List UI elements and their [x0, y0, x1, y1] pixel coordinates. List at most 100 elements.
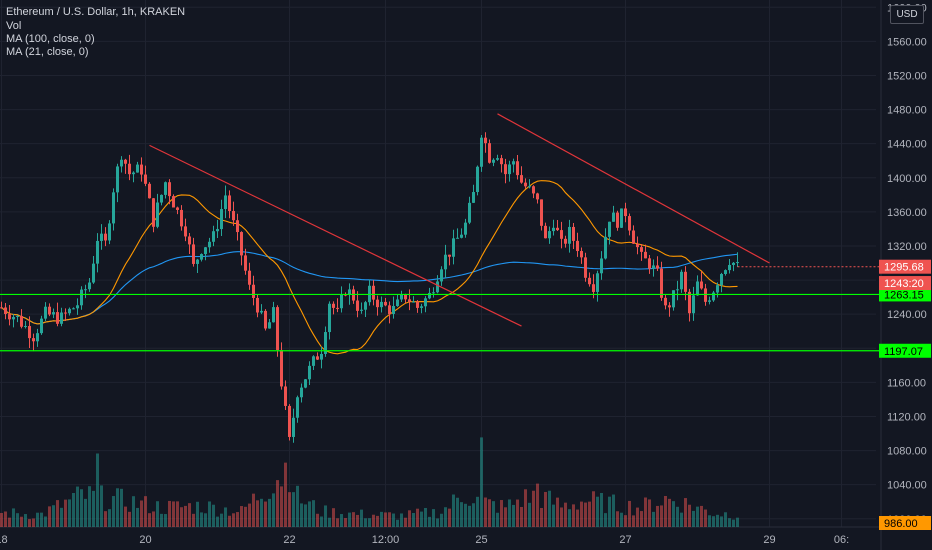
candle-body: [460, 234, 463, 238]
volume-bar: [52, 505, 55, 527]
y-tick-label: 1120.00: [887, 411, 926, 423]
volume-bar: [344, 518, 347, 527]
candle-body: [496, 158, 499, 160]
volume-bar: [156, 501, 159, 527]
candle-body: [500, 158, 503, 165]
candle-body: [408, 299, 411, 302]
volume-bar: [532, 490, 535, 527]
volume-bar: [28, 519, 31, 527]
candle-body: [468, 202, 471, 223]
candle-body: [636, 243, 639, 248]
volume-bar: [380, 511, 383, 527]
candle-body: [116, 166, 119, 193]
candle-body: [64, 312, 67, 314]
candle-body: [168, 182, 171, 197]
candle-body: [372, 285, 375, 300]
candle-body: [288, 405, 291, 437]
x-tick-label: 18: [0, 534, 8, 546]
volume-bar: [92, 490, 95, 527]
volume-bar: [280, 486, 283, 527]
indicator-ma100[interactable]: MA (100, close, 0): [6, 33, 95, 45]
candle-body: [700, 281, 703, 289]
candle-body: [0, 307, 3, 309]
x-tick-label: 29: [763, 534, 775, 546]
volume-bar: [184, 505, 187, 527]
volume-bar: [340, 514, 343, 527]
candle-body: [400, 294, 403, 300]
volume-bar: [144, 496, 147, 527]
candle-body: [600, 258, 603, 274]
volume-bar: [504, 507, 507, 527]
volume-bar: [692, 510, 695, 527]
volume-bar: [704, 509, 707, 527]
candle-body: [668, 305, 671, 308]
indicator-volume[interactable]: Vol: [6, 20, 22, 32]
volume-bar: [456, 497, 459, 527]
candle-body: [540, 199, 543, 226]
volume-bar: [528, 502, 531, 527]
volume-bar: [444, 507, 447, 527]
candle-body: [200, 254, 203, 260]
candle-body: [532, 186, 535, 194]
candle-body: [136, 164, 139, 173]
volume-bar: [208, 501, 211, 527]
volume-bar: [220, 513, 223, 527]
price-tag: [879, 516, 931, 530]
candle-body: [704, 288, 707, 302]
volume-bar: [476, 496, 479, 527]
candle-body: [312, 356, 315, 366]
candle-body: [212, 231, 215, 242]
candle-body: [40, 318, 43, 334]
volume-bar: [600, 492, 603, 527]
volume-bar: [16, 513, 19, 527]
candle-body: [720, 273, 723, 286]
volume-bar: [136, 507, 139, 527]
candle-body: [412, 301, 415, 303]
candle-body: [92, 263, 95, 283]
candle-body: [392, 306, 395, 314]
volume-bar: [632, 515, 635, 527]
candle-body: [396, 299, 399, 307]
candle-body: [268, 322, 271, 329]
volume-bar: [652, 511, 655, 527]
candle-body: [176, 207, 179, 210]
volume-bar: [388, 512, 391, 527]
candle-body: [108, 223, 111, 241]
volume-bar: [188, 503, 191, 527]
volume-bar: [160, 513, 163, 527]
y-tick-label: 1320.00: [887, 241, 927, 253]
y-tick-label: 1440.00: [887, 139, 927, 151]
volume-bar: [124, 506, 127, 527]
volume-bar: [592, 491, 595, 527]
y-tick-label: 1240.00: [887, 309, 927, 321]
volume-bar: [644, 497, 647, 527]
candle-body: [648, 258, 651, 269]
candle-body: [180, 209, 183, 227]
currency-button[interactable]: USD: [890, 5, 924, 24]
volume-bar: [360, 509, 363, 527]
volume-bar: [736, 517, 739, 527]
volume-bar: [288, 492, 291, 527]
volume-bar: [316, 513, 319, 527]
volume-bar: [192, 513, 195, 527]
candle-body: [236, 220, 239, 233]
indicator-ma21[interactable]: MA (21, close, 0): [6, 46, 89, 58]
volume-bar: [140, 500, 143, 527]
candle-body: [432, 292, 435, 294]
volume-bar: [564, 502, 567, 527]
volume-bar: [152, 511, 155, 527]
candle-body: [380, 301, 383, 308]
ma-line: [1, 180, 738, 355]
candle-body: [616, 212, 619, 228]
candle-body: [100, 233, 103, 241]
volume-bar: [264, 501, 267, 527]
volume-bar: [732, 519, 735, 527]
candle-body: [152, 198, 155, 227]
volume-bar: [624, 515, 627, 527]
candle-body: [104, 233, 107, 241]
volume-bar: [496, 512, 499, 527]
candle-body: [592, 284, 595, 292]
candle-body: [120, 159, 123, 167]
candle-body: [140, 164, 143, 175]
